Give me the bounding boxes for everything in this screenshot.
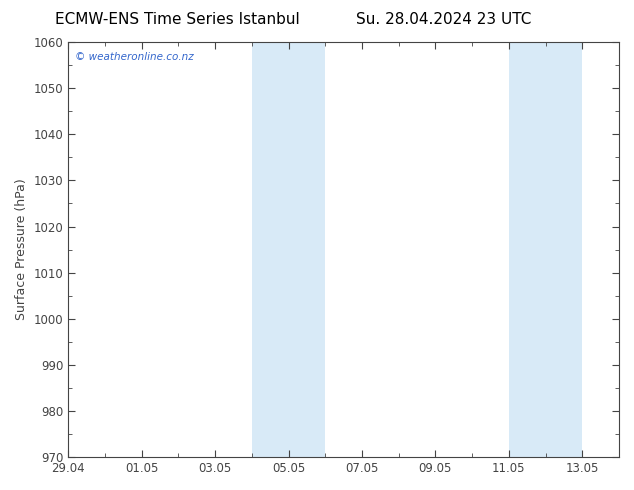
Text: Su. 28.04.2024 23 UTC: Su. 28.04.2024 23 UTC [356,12,531,27]
Bar [509,42,545,457]
Bar [288,42,325,457]
Y-axis label: Surface Pressure (hPa): Surface Pressure (hPa) [15,179,28,320]
Text: ECMW-ENS Time Series Istanbul: ECMW-ENS Time Series Istanbul [55,12,300,27]
Bar [545,42,582,457]
Text: © weatheronline.co.nz: © weatheronline.co.nz [75,52,193,62]
Bar [252,42,288,457]
